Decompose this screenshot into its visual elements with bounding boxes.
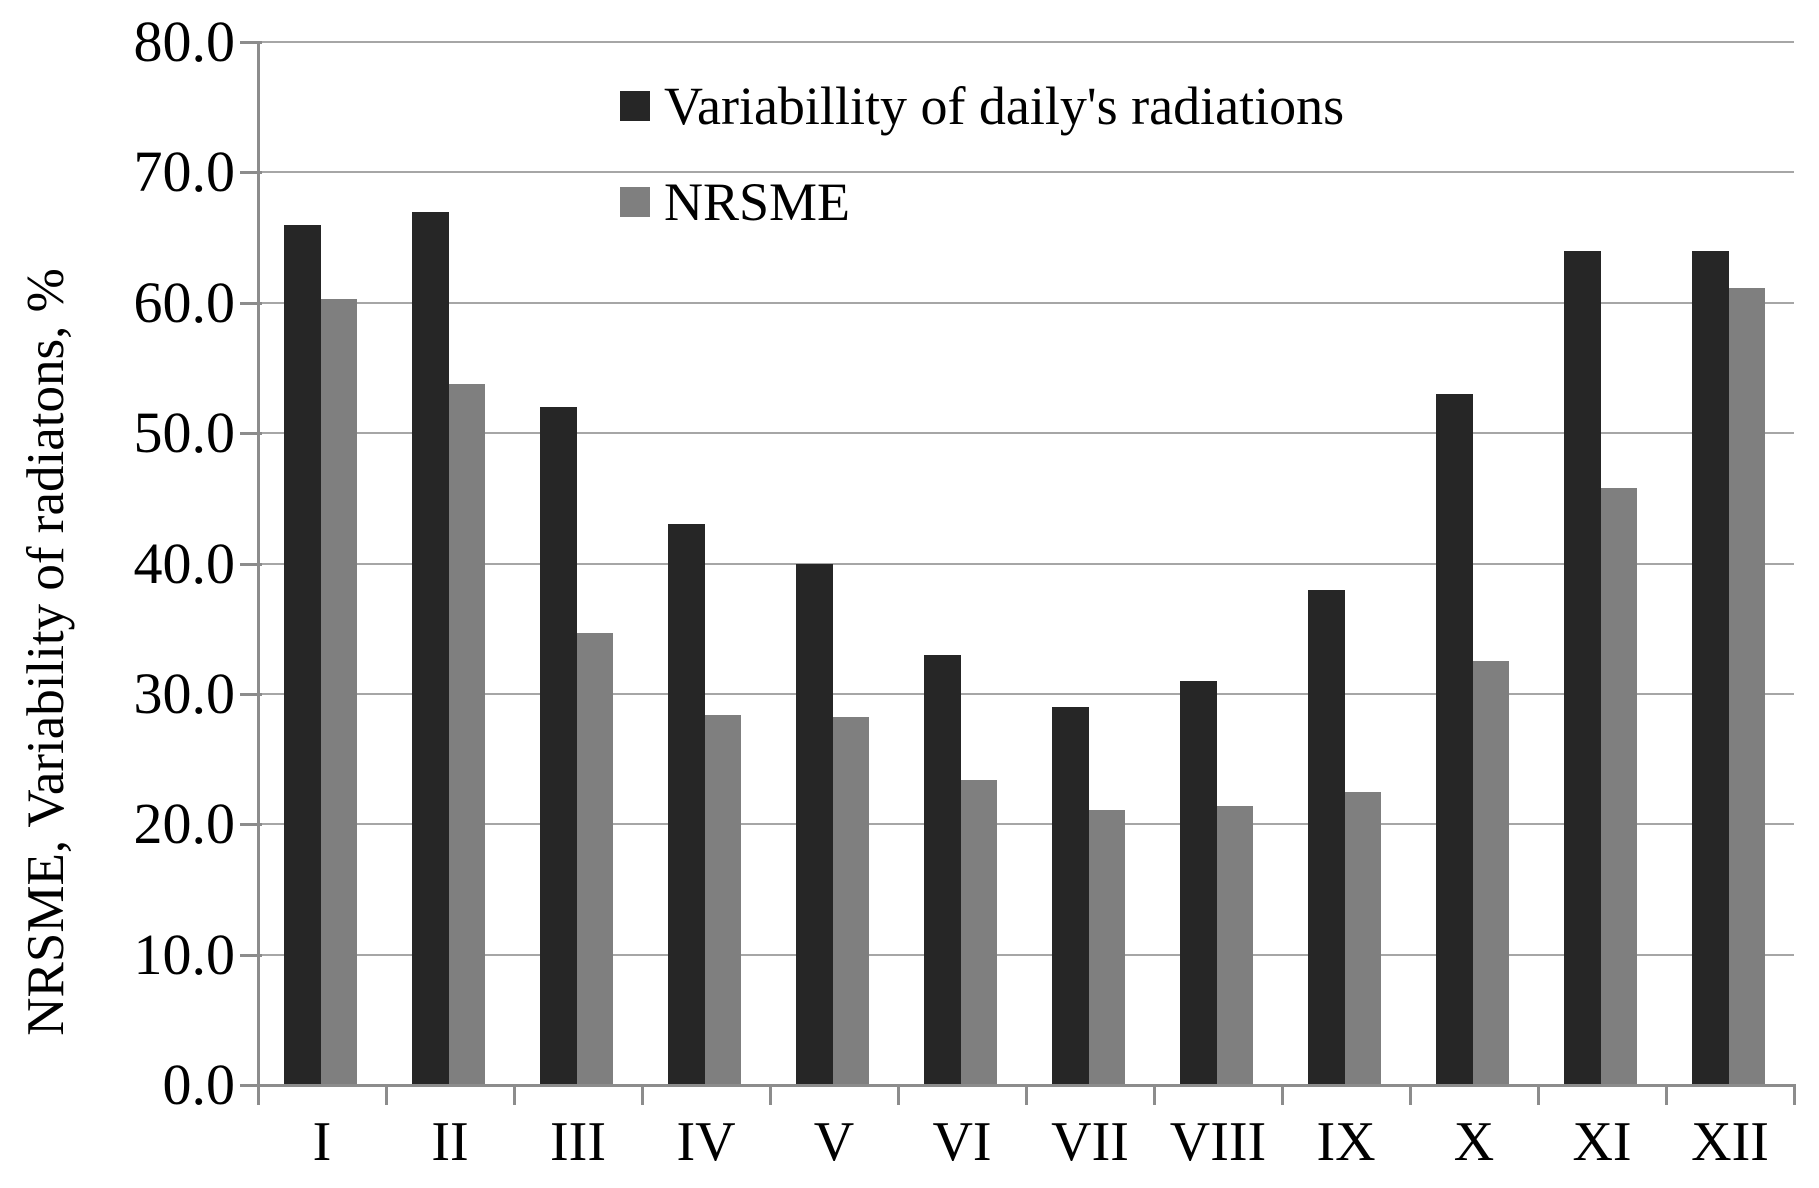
category-IX [1282,42,1410,1085]
bar-variability [1180,680,1217,1085]
bar-variability [796,563,833,1085]
bar-nrsme [1729,288,1765,1085]
x-category-label-IX: IX [1316,1111,1376,1173]
bar-nrsme [1473,661,1509,1085]
bar-variability [1308,589,1345,1085]
y-tick-label: 10.0 [133,921,236,987]
y-axis-tick [240,301,262,305]
x-category-label-X: X [1453,1111,1495,1173]
y-axis-tick [240,1084,262,1087]
x-axis-line [258,1084,1796,1087]
plot-area [258,41,1794,1085]
bar-variability [284,224,321,1085]
x-axis-tick [897,1087,900,1105]
legend: Variabillity of daily's radiations NRSME [620,74,1344,234]
y-axis-line [257,42,260,1103]
y-tick-label: 40.0 [133,530,236,596]
x-axis-tick [1025,1087,1028,1105]
y-tick-label: 80.0 [133,9,236,74]
x-axis-tick [1409,1087,1412,1105]
category-II [386,42,514,1085]
category-VIII [1154,42,1282,1085]
legend-label-nrsme: NRSME [664,172,851,232]
y-axis-tick [240,823,262,827]
bar-variability [540,407,577,1085]
y-axis-title-text: NRSME, Variability of radiatons, % [17,268,75,1036]
legend-item-variability: Variabillity of daily's radiations [620,74,1344,138]
gridline [258,953,1794,956]
x-axis-tick [769,1087,772,1105]
x-category-label-VII: VII [1051,1111,1129,1173]
bar-nrsme [1345,791,1381,1085]
bar-nrsme [449,383,485,1085]
bar-nrsme [833,717,869,1085]
gridline [258,432,1794,435]
bar-variability [412,211,449,1085]
bar-nrsme [1601,487,1637,1085]
category-III [514,42,642,1085]
y-axis-tick [240,953,262,957]
x-axis-tick [1281,1087,1284,1105]
gridline [258,171,1794,174]
category-VII [1026,42,1154,1085]
bar-variability [668,524,705,1085]
y-axis-tick [240,692,262,696]
y-axis-tick [240,41,262,44]
legend-swatch-variability [620,91,650,121]
y-tick-label: 0.0 [162,1052,236,1117]
bar-nrsme [1089,809,1125,1085]
y-tick-label: 30.0 [133,660,236,726]
gridline [258,692,1794,695]
legend-swatch-nrsme [620,187,650,217]
y-axis-tick [240,432,262,436]
category-V [770,42,898,1085]
bar-variability [1564,250,1601,1085]
y-axis-tick [240,171,262,175]
category-I [258,42,386,1085]
category-XI [1538,42,1666,1085]
y-tick-label: 70.0 [133,139,236,205]
category-IV [642,42,770,1085]
x-axis-tick [1537,1087,1540,1105]
x-axis-tick [1665,1087,1668,1105]
x-category-label-II: II [431,1111,469,1173]
x-axis-tick [1793,1087,1796,1105]
x-category-label-XII: XII [1691,1111,1769,1173]
x-axis-tick [641,1087,644,1105]
category-VI [898,42,1026,1085]
gridline [258,41,1794,43]
x-axis-tick [385,1087,388,1105]
bar-variability [1692,250,1729,1085]
x-category-label-XI: XI [1572,1111,1632,1173]
bar-variability [1436,394,1473,1085]
x-category-label-V: V [813,1111,855,1173]
bar-variability [1052,706,1089,1085]
category-XII [1666,42,1794,1085]
bar-variability [924,654,961,1085]
x-axis-tick [257,1087,260,1105]
legend-label-variability: Variabillity of daily's radiations [664,76,1345,136]
x-category-label-III: III [550,1111,606,1173]
x-category-label-I: I [312,1111,332,1173]
gridline [258,562,1794,565]
gridline [258,301,1794,304]
x-axis-tick [513,1087,516,1105]
legend-item-nrsme: NRSME [620,170,1344,234]
bar-nrsme [321,298,357,1085]
y-tick-label: 60.0 [133,269,236,335]
gridline [258,823,1794,826]
category-X [1410,42,1538,1085]
bar-nrsme [705,714,741,1085]
x-axis-tick [1153,1087,1156,1105]
bar-nrsme [961,779,997,1085]
x-category-label-VIII: VIII [1169,1111,1267,1173]
y-tick-label: 50.0 [133,400,236,466]
y-tick-label: 20.0 [133,791,236,857]
x-category-label-VI: VI [932,1111,992,1173]
bar-nrsme [577,632,613,1085]
bar-nrsme [1217,806,1253,1085]
y-axis-tick [240,562,262,566]
x-category-label-IV: IV [676,1111,736,1173]
